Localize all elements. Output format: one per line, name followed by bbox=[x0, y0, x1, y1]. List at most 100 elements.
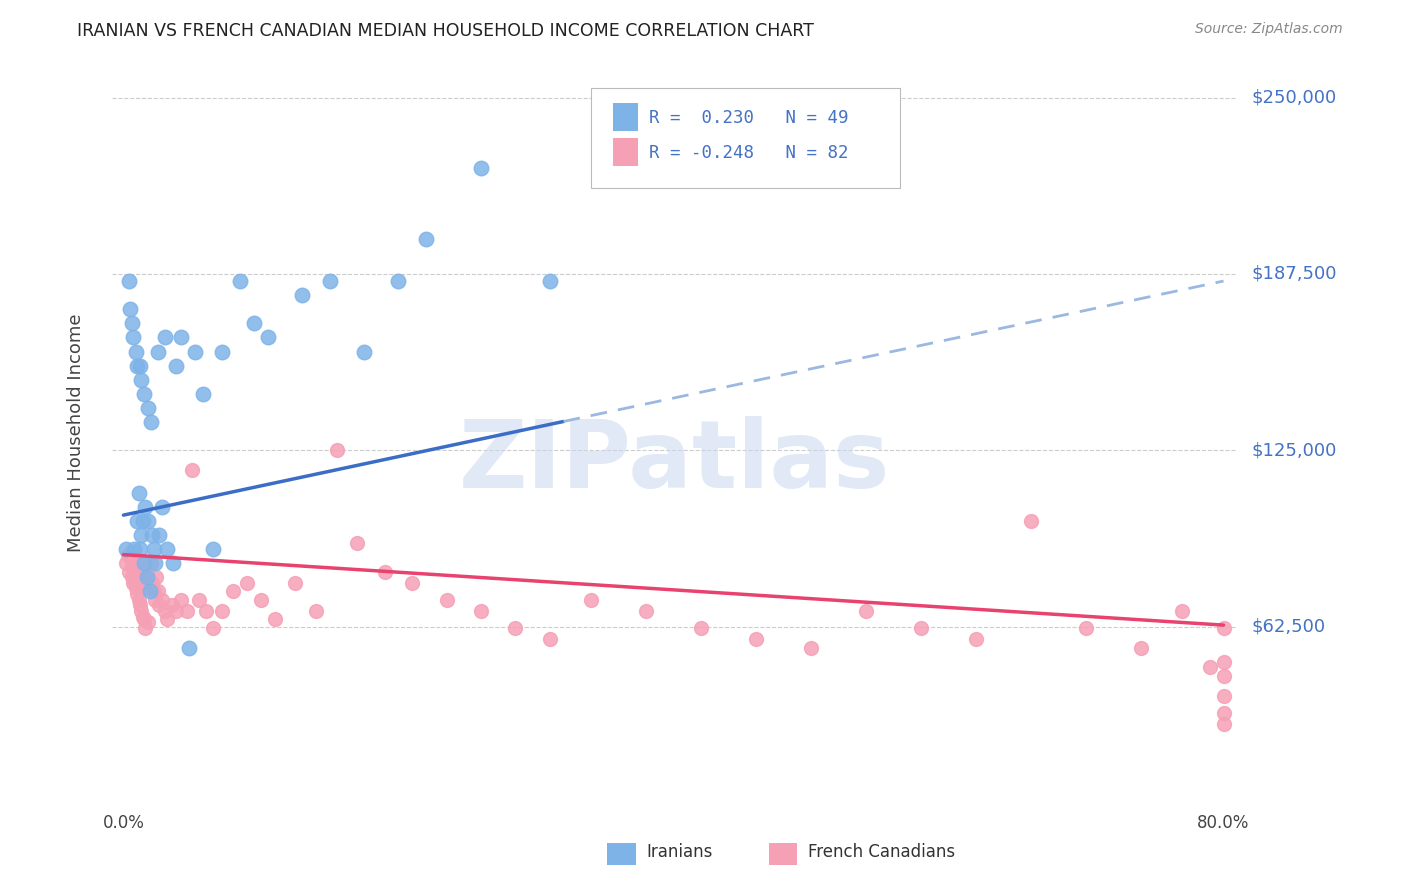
Point bbox=[117, 548, 139, 562]
Point bbox=[250, 592, 273, 607]
Point bbox=[181, 463, 204, 477]
Point bbox=[128, 592, 150, 607]
Point bbox=[1212, 621, 1234, 635]
FancyBboxPatch shape bbox=[591, 88, 900, 188]
Point bbox=[1130, 640, 1153, 655]
Point bbox=[127, 565, 149, 579]
Point bbox=[136, 514, 159, 528]
Point bbox=[141, 528, 163, 542]
Point bbox=[170, 592, 193, 607]
Point bbox=[143, 592, 166, 607]
Point bbox=[141, 575, 163, 590]
Point bbox=[470, 604, 492, 618]
Point bbox=[125, 344, 148, 359]
Text: IRANIAN VS FRENCH CANADIAN MEDIAN HOUSEHOLD INCOME CORRELATION CHART: IRANIAN VS FRENCH CANADIAN MEDIAN HOUSEH… bbox=[77, 22, 814, 40]
Point bbox=[855, 604, 877, 618]
Point bbox=[122, 330, 145, 344]
Point bbox=[138, 584, 160, 599]
Point bbox=[132, 387, 155, 401]
Point bbox=[325, 443, 347, 458]
Point bbox=[143, 556, 166, 570]
Point bbox=[135, 570, 157, 584]
Point bbox=[118, 274, 141, 288]
Point bbox=[401, 575, 423, 590]
Point bbox=[120, 550, 142, 565]
Point bbox=[1212, 655, 1234, 669]
Point bbox=[211, 344, 233, 359]
Point bbox=[139, 556, 162, 570]
Point bbox=[124, 541, 146, 556]
Point bbox=[139, 415, 162, 429]
Point bbox=[436, 592, 458, 607]
Point bbox=[387, 274, 409, 288]
Point bbox=[229, 274, 252, 288]
Point bbox=[470, 161, 492, 176]
Point bbox=[201, 621, 224, 635]
Y-axis label: Median Household Income: Median Household Income bbox=[66, 313, 84, 552]
Point bbox=[115, 556, 138, 570]
Point bbox=[148, 599, 170, 613]
Point bbox=[136, 570, 159, 584]
Point bbox=[156, 612, 179, 626]
Point bbox=[1171, 604, 1194, 618]
Point bbox=[222, 584, 245, 599]
Point bbox=[132, 609, 155, 624]
Point bbox=[131, 373, 153, 387]
Point bbox=[128, 485, 150, 500]
Point bbox=[132, 612, 155, 626]
Point bbox=[1212, 716, 1234, 731]
Point bbox=[129, 599, 152, 613]
Point bbox=[125, 582, 148, 596]
Point bbox=[505, 621, 527, 635]
Text: Source: ZipAtlas.com: Source: ZipAtlas.com bbox=[1195, 22, 1343, 37]
Text: R = -0.248   N = 82: R = -0.248 N = 82 bbox=[650, 144, 848, 161]
Point bbox=[195, 604, 218, 618]
Point bbox=[263, 612, 285, 626]
Point bbox=[1212, 689, 1234, 703]
Point bbox=[538, 274, 561, 288]
Point bbox=[201, 541, 224, 556]
Point bbox=[131, 604, 153, 618]
Point bbox=[127, 359, 149, 373]
Point bbox=[138, 575, 160, 590]
Point bbox=[148, 528, 170, 542]
Point bbox=[800, 640, 823, 655]
Point bbox=[125, 556, 148, 570]
Point bbox=[374, 565, 396, 579]
Point bbox=[243, 316, 266, 330]
Point bbox=[132, 514, 155, 528]
Point bbox=[179, 640, 201, 655]
Text: $62,500: $62,500 bbox=[1251, 617, 1326, 635]
Point bbox=[193, 387, 215, 401]
Point bbox=[136, 401, 159, 415]
Point bbox=[122, 553, 145, 567]
Point bbox=[319, 274, 342, 288]
Point bbox=[745, 632, 768, 647]
Point bbox=[910, 621, 932, 635]
Point bbox=[135, 582, 157, 596]
Point bbox=[122, 575, 145, 590]
Text: $125,000: $125,000 bbox=[1251, 442, 1337, 459]
Point bbox=[353, 344, 375, 359]
Point bbox=[188, 592, 211, 607]
Point bbox=[634, 604, 657, 618]
Point bbox=[129, 541, 152, 556]
Point bbox=[156, 541, 179, 556]
Point bbox=[153, 604, 176, 618]
Bar bbox=[613, 103, 638, 131]
Point bbox=[146, 344, 169, 359]
Point bbox=[1019, 514, 1042, 528]
Point bbox=[165, 604, 187, 618]
Point bbox=[134, 621, 156, 635]
Point bbox=[291, 288, 314, 302]
Point bbox=[146, 584, 169, 599]
Point bbox=[145, 570, 167, 584]
Point bbox=[120, 302, 142, 317]
Text: Iranians: Iranians bbox=[647, 843, 713, 861]
Text: R =  0.230   N = 49: R = 0.230 N = 49 bbox=[650, 109, 848, 127]
Point bbox=[305, 604, 328, 618]
Point bbox=[257, 330, 280, 344]
Point bbox=[346, 536, 368, 550]
Point bbox=[134, 575, 156, 590]
Point bbox=[1074, 621, 1097, 635]
